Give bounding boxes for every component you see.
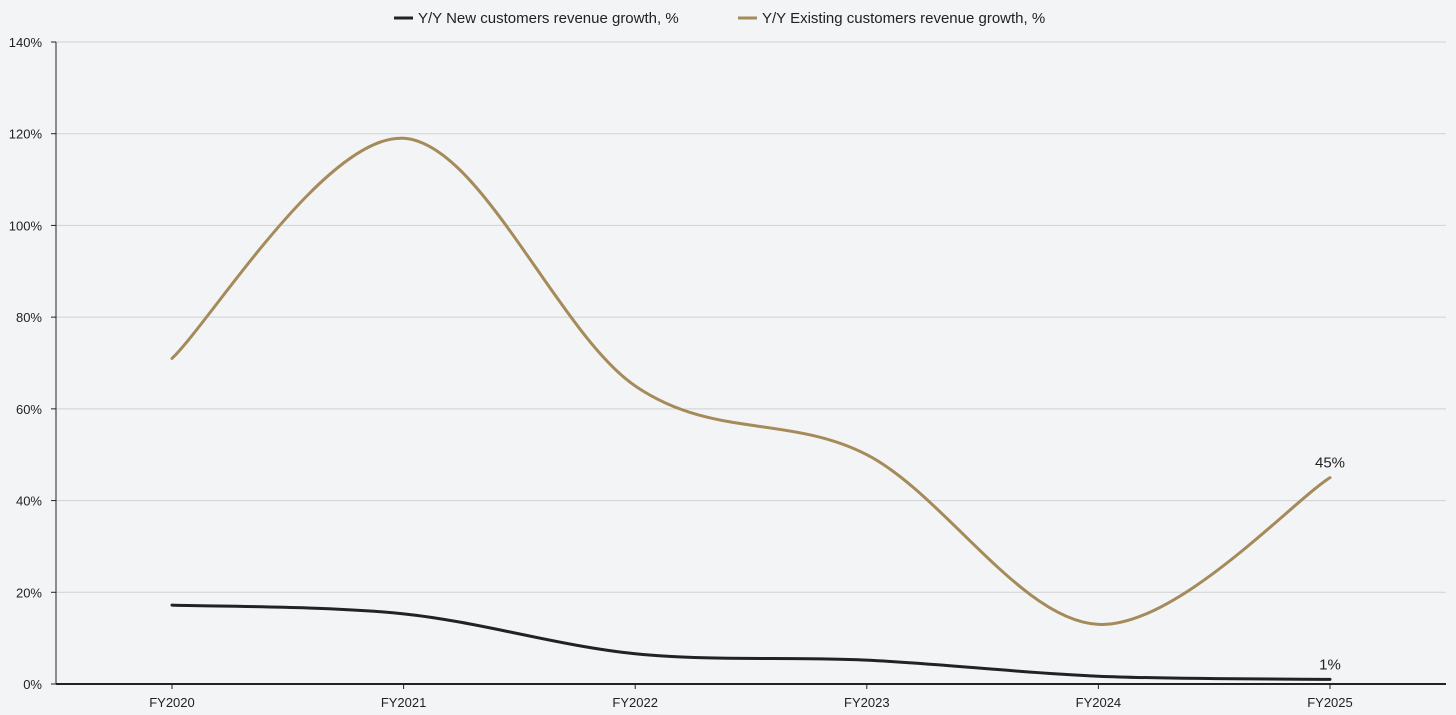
x-tick-label: FY2023 xyxy=(844,695,890,710)
x-axis-ticks: FY2020 FY2021 FY2022 FY2023 FY2024 FY2025 xyxy=(149,684,1353,710)
y-tick-label: 80% xyxy=(16,310,42,325)
x-tick-label: FY2022 xyxy=(612,695,658,710)
x-tick-label: FY2020 xyxy=(149,695,195,710)
series-line-existing-customers xyxy=(170,136,1332,626)
gridlines xyxy=(56,41,1446,593)
legend-item: Y/Y Existing customers revenue growth, % xyxy=(738,10,1045,27)
x-tick-label: FY2025 xyxy=(1307,695,1353,710)
x-tick-label: FY2021 xyxy=(381,695,427,710)
series-lines xyxy=(170,136,1332,681)
data-label: 1% xyxy=(1319,656,1341,673)
series-line-new-customers xyxy=(170,603,1332,681)
y-tick-label: 0% xyxy=(23,677,42,692)
y-tick-label: 140% xyxy=(9,35,43,50)
y-tick-label: 20% xyxy=(16,585,42,600)
y-axis-ticks: 0% 20% 40% 60% 80% 100% 120% 140% xyxy=(9,35,56,692)
y-tick-label: 40% xyxy=(16,494,42,509)
legend-item: Y/Y New customers revenue growth, % xyxy=(394,10,679,27)
y-tick-label: 120% xyxy=(9,127,43,142)
y-tick-label: 60% xyxy=(16,402,42,417)
x-tick-label: FY2024 xyxy=(1076,695,1122,710)
legend-label: Y/Y New customers revenue growth, % xyxy=(418,10,679,27)
data-label: 45% xyxy=(1315,455,1345,472)
axes xyxy=(55,42,1446,685)
y-tick-label: 100% xyxy=(9,218,43,233)
legend-label: Y/Y Existing customers revenue growth, % xyxy=(762,10,1045,27)
legend: Y/Y New customers revenue growth, % Y/Y E… xyxy=(394,10,1045,27)
data-labels: 1% 45% xyxy=(1315,455,1345,674)
